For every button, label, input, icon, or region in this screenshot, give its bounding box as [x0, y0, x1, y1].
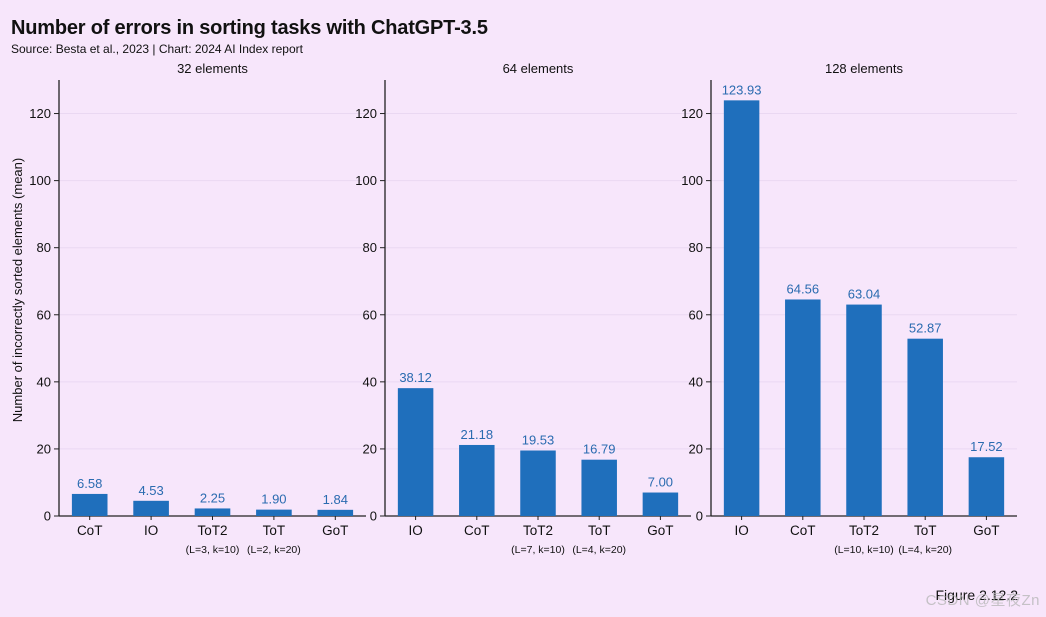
y-tick-label: 120 [29, 106, 51, 121]
bar [459, 444, 495, 516]
x-tick-sublabel: (L=7, k=10) [511, 544, 565, 556]
data-label: 1.90 [261, 492, 286, 507]
y-tick-label: 80 [363, 240, 377, 255]
y-tick-label: 60 [363, 307, 377, 322]
data-label: 7.00 [648, 475, 673, 490]
data-label: 2.25 [200, 490, 225, 505]
x-tick-label: GoT [973, 523, 999, 538]
y-tick-label: 100 [355, 173, 377, 188]
x-tick-label: GoT [322, 523, 348, 538]
data-label: 16.79 [583, 442, 616, 457]
x-tick-label: CoT [77, 523, 103, 538]
x-tick-label: ToT [588, 523, 611, 538]
x-tick-label: IO [734, 523, 748, 538]
data-label: 21.18 [461, 427, 494, 442]
y-tick-label: 0 [370, 509, 377, 524]
data-label: 38.12 [399, 370, 432, 385]
data-label: 6.58 [77, 476, 102, 491]
x-tick-sublabel: (L=2, k=20) [247, 544, 301, 556]
bar [256, 509, 292, 516]
watermark: CSDN @星夜Zn [925, 592, 1040, 609]
x-tick-label: CoT [790, 523, 816, 538]
x-tick-label: ToT [263, 523, 286, 538]
data-label: 64.56 [787, 281, 820, 296]
y-tick-label: 40 [37, 374, 51, 389]
bar [317, 509, 354, 516]
data-label: 19.53 [522, 432, 555, 447]
y-tick-label: 20 [37, 441, 51, 456]
bar [642, 492, 679, 516]
bar [846, 304, 882, 516]
y-tick-label: 0 [44, 509, 51, 524]
x-tick-sublabel: (L=10, k=10) [834, 544, 894, 556]
panel-title: 32 elements [177, 61, 248, 76]
x-tick-label: GoT [647, 523, 673, 538]
x-tick-sublabel: (L=3, k=10) [186, 544, 240, 556]
data-label: 63.04 [848, 287, 881, 302]
x-tick-label: ToT2 [849, 523, 879, 538]
x-tick-label: IO [408, 523, 422, 538]
x-tick-label: ToT2 [523, 523, 553, 538]
data-label: 4.53 [138, 483, 163, 498]
x-tick-label: IO [144, 523, 158, 538]
bar [133, 500, 169, 516]
y-tick-label: 120 [681, 106, 703, 121]
y-tick-label: 100 [681, 173, 703, 188]
y-tick-label: 60 [689, 307, 703, 322]
bar [194, 508, 231, 516]
y-tick-label: 40 [689, 374, 703, 389]
bar [785, 299, 821, 516]
y-tick-label: 20 [363, 441, 377, 456]
chart-source: Source: Besta et al., 2023 | Chart: 2024… [11, 42, 303, 56]
x-tick-label: ToT [914, 523, 937, 538]
bar [71, 493, 108, 516]
bar [520, 450, 556, 516]
x-tick-label: CoT [464, 523, 490, 538]
x-tick-label: ToT2 [197, 523, 227, 538]
chart-title: Number of errors in sorting tasks with C… [11, 17, 488, 39]
bar [397, 388, 434, 516]
panel-title: 128 elements [825, 61, 904, 76]
y-tick-label: 80 [689, 240, 703, 255]
bar [968, 457, 1005, 516]
y-tick-label: 0 [696, 509, 703, 524]
y-axis-label: Number of incorrectly sorted elements (m… [10, 158, 25, 422]
y-tick-label: 120 [355, 106, 377, 121]
x-tick-sublabel: (L=4, k=20) [898, 544, 952, 556]
y-tick-label: 60 [37, 307, 51, 322]
data-label: 1.84 [323, 492, 348, 507]
data-label: 123.93 [722, 82, 762, 97]
panel-title: 64 elements [503, 61, 574, 76]
x-tick-sublabel: (L=4, k=20) [572, 544, 626, 556]
y-tick-label: 20 [689, 441, 703, 456]
figure-label: Figure 2.12.2 [935, 587, 1019, 603]
bar [581, 459, 617, 516]
y-tick-label: 40 [363, 374, 377, 389]
data-label: 52.87 [909, 321, 942, 336]
y-tick-label: 80 [37, 240, 51, 255]
bar [907, 338, 943, 516]
bar [723, 100, 760, 516]
y-tick-label: 100 [29, 173, 51, 188]
data-label: 17.52 [970, 439, 1003, 454]
